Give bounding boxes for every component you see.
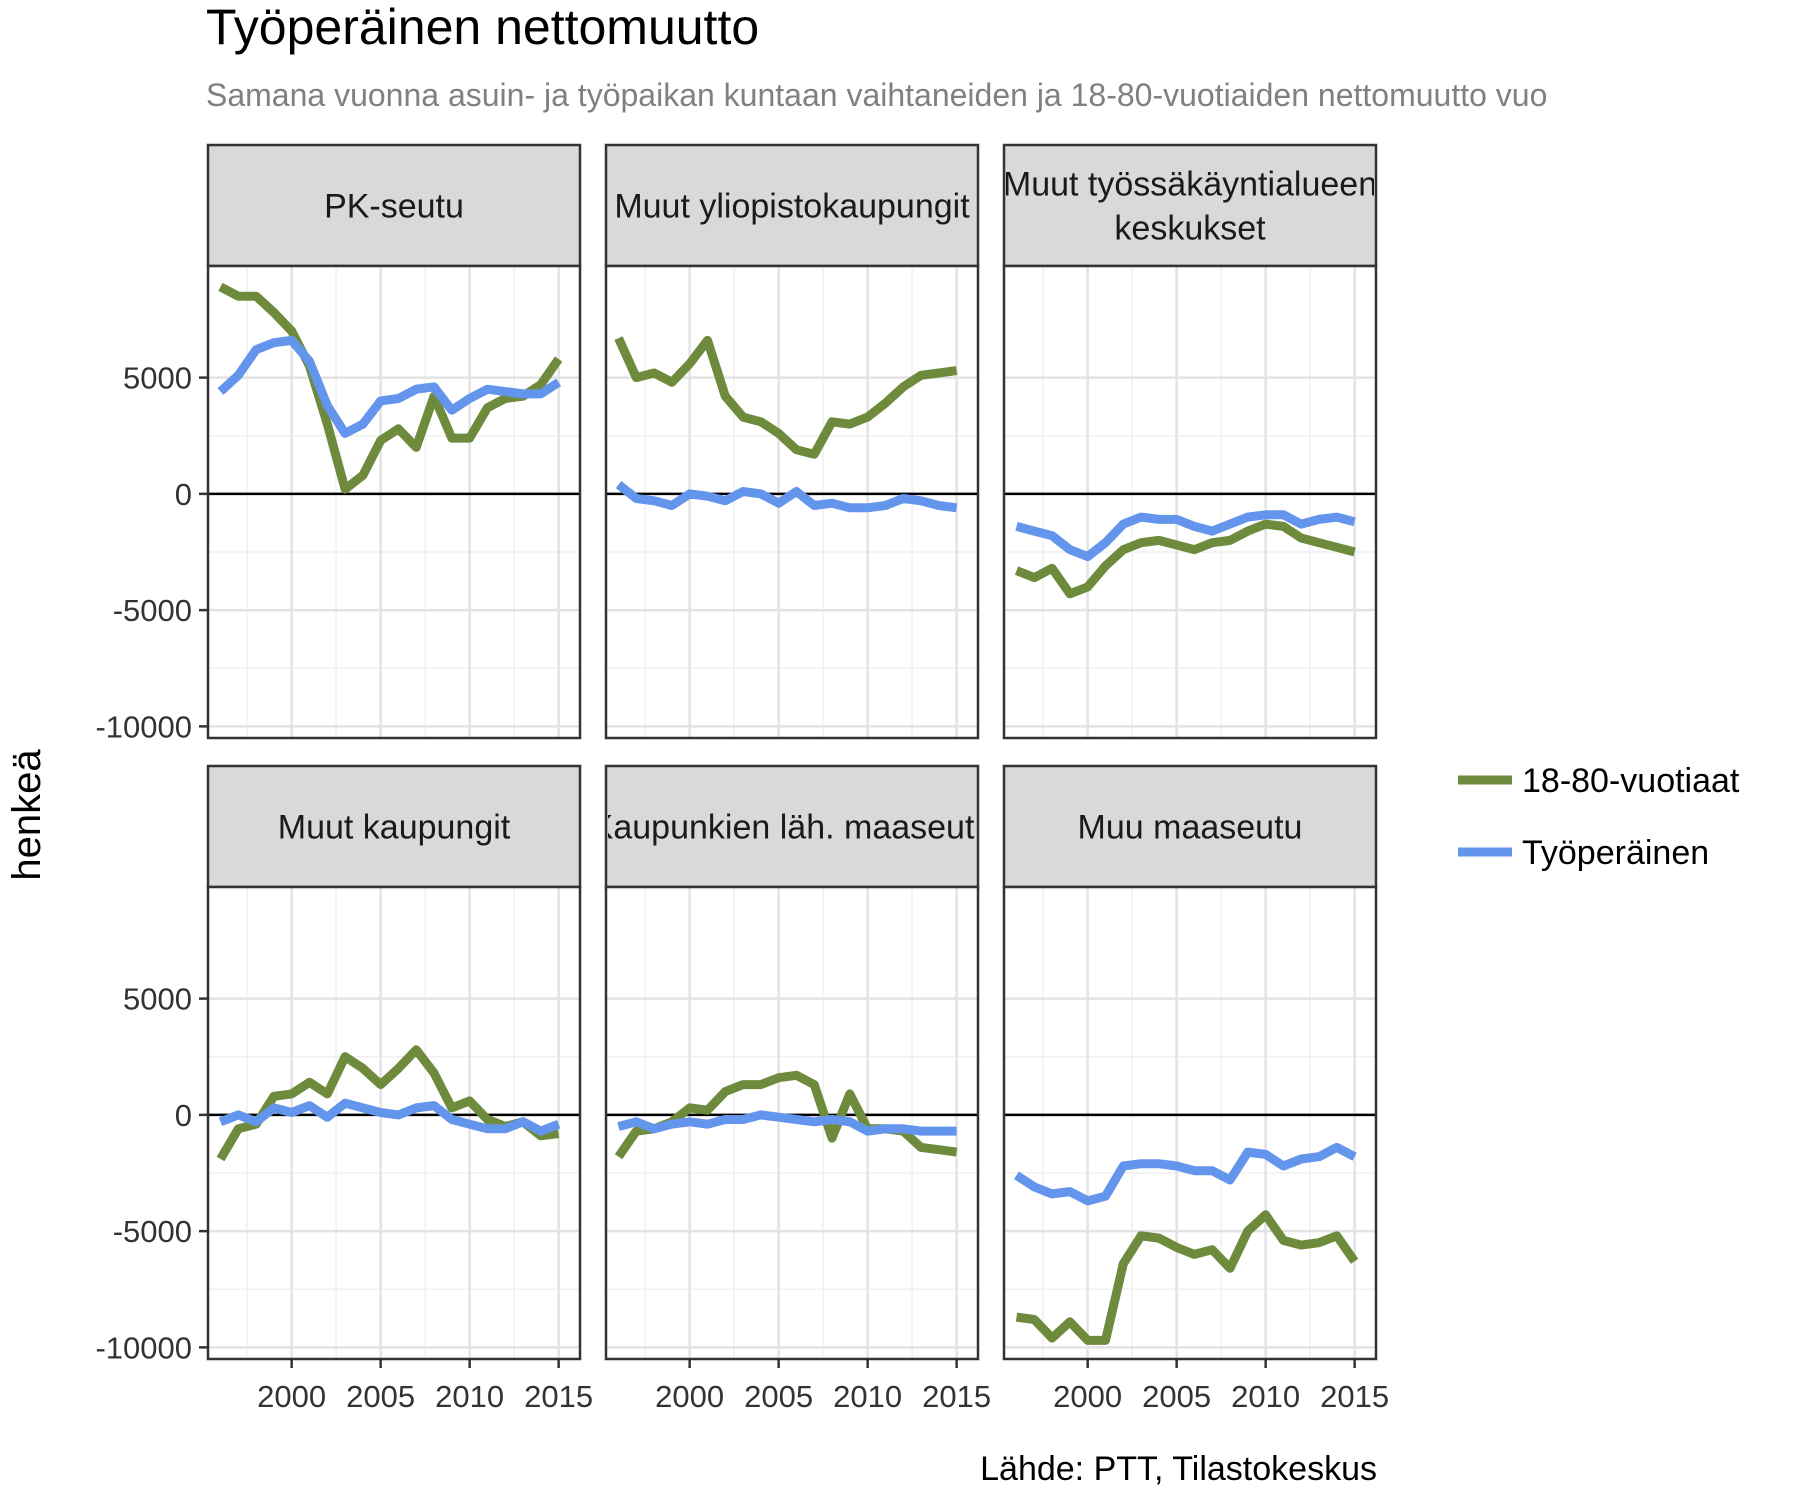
panel-muu-maaseutu: Muu maaseutu 2000 2005 2010 2015: [1002, 764, 1389, 1414]
series-line-18-80-vuotiaat: [218, 282, 563, 494]
series-line-tyoperainen: [1014, 1142, 1357, 1206]
x-tick-label: 2000: [257, 1379, 326, 1414]
facet-strip-label: Muut yliopistokaupungit: [614, 188, 970, 226]
x-tick-label: 2005: [744, 1379, 813, 1414]
panel-border: [206, 885, 582, 1361]
x-tick-label: 2015: [922, 1379, 991, 1414]
facet-strip: [206, 143, 582, 268]
facet-strip-label: Muu maaseutu: [1078, 809, 1303, 847]
legend-label: Työperäinen: [1522, 834, 1709, 872]
facet-strip-label: keskukset: [1114, 210, 1266, 248]
facet-panels: PK-seutu -10000 -5000 0 5000 Muut yliopistoka…: [95, 143, 1389, 1414]
plot-area: [208, 266, 580, 738]
plot-area: [1004, 266, 1376, 738]
panel-kaupunkien-lah-maaseutu: Kaupunkien läh. maaseutu 2000 2005 2010 2015: [591, 764, 994, 1414]
panel-border: [1002, 264, 1378, 740]
facet-strip-label: Muut kaupungit: [278, 809, 511, 847]
panel-muut-tyossakayntialueen-keskukset: Muut työssäkäyntialueen keskukset: [1002, 143, 1378, 740]
series-line-18-80-vuotiaat: [614, 335, 958, 459]
facet-strip: [604, 143, 980, 268]
x-tick-label: 2000: [655, 1379, 724, 1414]
y-tick-label: 0: [175, 1098, 192, 1133]
x-tick-label: 2015: [1320, 1379, 1389, 1414]
x-tick-label: 2000: [1053, 1379, 1122, 1414]
y-tick-label: -5000: [113, 1214, 192, 1249]
y-tick-label: -10000: [95, 709, 192, 744]
panel-pk-seutu: PK-seutu -10000 -5000 0 5000: [95, 143, 582, 744]
legend-label: 18-80-vuotiaat: [1522, 762, 1740, 800]
plot-area: [1004, 887, 1376, 1359]
legend: 18-80-vuotiaat Työperäinen: [1458, 762, 1740, 872]
series-line-18-80-vuotiaat: [1014, 519, 1356, 599]
facet-strip-label: PK-seutu: [324, 188, 464, 226]
legend-item-tyoperainen: Työperäinen: [1458, 834, 1709, 872]
panel-border: [206, 264, 582, 740]
panel-muut-kaupungit: Muut kaupungit -10000 -5000 0 5000 2000 2005 20…: [95, 764, 593, 1414]
series-line-tyoperainen: [1015, 510, 1356, 562]
x-tick-label: 2005: [346, 1379, 415, 1414]
series-line-tyoperainen: [617, 1110, 957, 1136]
series-line-tyoperainen: [217, 335, 562, 438]
x-tick-label: 2010: [1231, 1379, 1300, 1414]
facet-strip: [206, 764, 582, 889]
facet-strip-label: Kaupunkien läh. maaseutu: [591, 809, 994, 847]
y-tick-label: 5000: [123, 982, 192, 1017]
series-line-tyoperainen: [615, 481, 958, 513]
facet-strip: [604, 764, 980, 889]
x-tick-label: 2010: [435, 1379, 504, 1414]
panel-border: [604, 885, 980, 1361]
y-tick-label: -10000: [95, 1330, 192, 1365]
series-line-tyoperainen: [218, 1098, 561, 1136]
facet-strip-label: Muut työssäkäyntialueen: [1003, 166, 1377, 204]
x-tick-label: 2015: [524, 1379, 593, 1414]
y-axis-title: henkeä: [5, 749, 49, 881]
chart-title: Työperäinen nettomuutto: [206, 0, 759, 55]
facet-strip: [1002, 764, 1378, 889]
facet-strip: [1002, 143, 1378, 268]
series-line-18-80-vuotiaat: [1015, 1210, 1359, 1345]
panel-border: [604, 264, 980, 740]
chart-caption: Lähde: PTT, Tilastokeskus: [980, 1450, 1377, 1488]
x-tick-label: 2005: [1142, 1379, 1211, 1414]
legend-item-18-80-vuotiaat: 18-80-vuotiaat: [1458, 762, 1740, 800]
y-tick-label: 5000: [123, 361, 192, 396]
y-tick-label: -5000: [113, 593, 192, 628]
panel-border: [1002, 885, 1378, 1361]
chart-subtitle: Samana vuonna asuin- ja työpaikan kuntaa…: [206, 77, 1547, 113]
panel-muut-yliopistokaupungit: Muut yliopistokaupungit: [604, 143, 980, 740]
y-tick-label: 0: [175, 477, 192, 512]
x-tick-label: 2010: [833, 1379, 902, 1414]
